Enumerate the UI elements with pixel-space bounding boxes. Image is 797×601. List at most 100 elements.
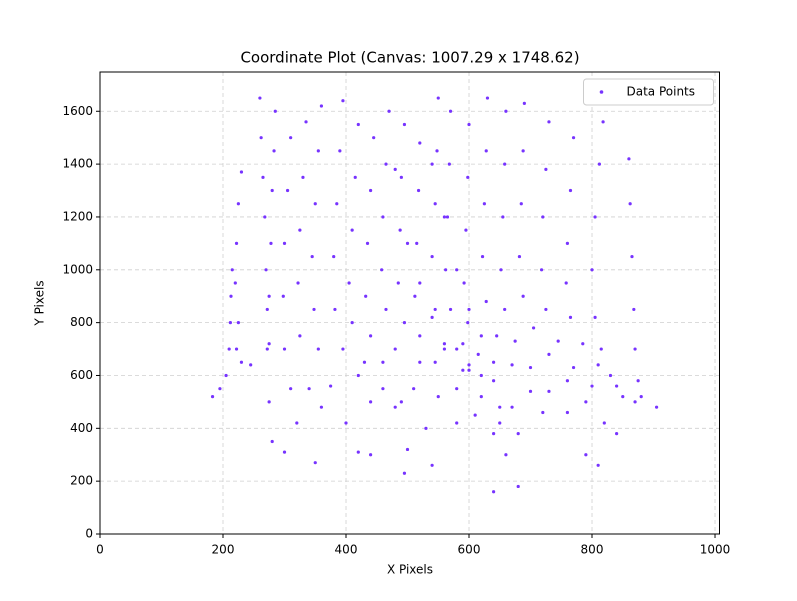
data-point: [433, 360, 437, 364]
data-point: [479, 334, 483, 338]
x-tick-label: 200: [212, 543, 235, 557]
data-point: [341, 347, 345, 351]
data-point: [504, 453, 508, 457]
y-tick-label: 600: [70, 368, 93, 382]
data-point: [654, 405, 659, 409]
data-point: [296, 281, 300, 285]
data-point: [516, 484, 520, 489]
data-point: [272, 149, 276, 153]
data-point: [298, 334, 302, 338]
data-point: [393, 405, 397, 409]
data-point: [467, 122, 471, 127]
data-point: [289, 136, 293, 140]
data-point: [482, 202, 486, 206]
data-point: [571, 136, 576, 140]
data-point: [597, 162, 601, 166]
data-point: [230, 268, 234, 272]
data-point: [541, 410, 545, 415]
data-point: [258, 96, 262, 100]
data-point: [402, 122, 407, 127]
data-point: [593, 215, 597, 219]
data-point: [596, 463, 600, 467]
data-point: [430, 162, 434, 166]
data-point: [621, 395, 625, 399]
data-point: [365, 241, 370, 245]
data-point: [289, 387, 293, 391]
y-tick-label: 1400: [62, 157, 93, 171]
data-point: [436, 395, 440, 399]
data-point: [350, 321, 354, 325]
data-point: [564, 281, 568, 285]
data-point: [442, 215, 447, 219]
data-point: [492, 432, 496, 436]
data-point: [267, 342, 271, 346]
data-point: [433, 307, 437, 312]
data-point: [516, 432, 520, 436]
data-point: [239, 170, 244, 174]
data-point: [393, 167, 397, 171]
data-point: [372, 136, 376, 140]
data-point: [596, 363, 600, 367]
data-point: [402, 471, 407, 475]
data-point: [593, 315, 597, 319]
data-point: [565, 379, 570, 383]
data-point: [455, 421, 459, 425]
data-point: [584, 400, 588, 404]
data-point: [485, 96, 490, 100]
data-point: [602, 421, 606, 425]
data-point: [521, 149, 525, 153]
data-point: [492, 379, 496, 383]
data-point: [227, 347, 231, 351]
data-point: [353, 175, 357, 179]
data-point: [447, 162, 451, 166]
data-point: [338, 149, 342, 153]
data-point: [295, 421, 299, 425]
data-point: [249, 363, 253, 367]
data-point: [399, 400, 403, 404]
data-point: [531, 326, 536, 330]
data-point: [285, 188, 290, 193]
data-point: [418, 281, 422, 285]
x-axis-label: X Pixels: [387, 563, 433, 577]
y-tick-label: 800: [70, 315, 93, 329]
data-point: [234, 241, 239, 245]
data-point: [316, 149, 320, 153]
data-point: [281, 294, 285, 298]
data-point: [504, 109, 508, 113]
data-point: [480, 254, 485, 259]
data-point: [430, 463, 434, 467]
data-point: [565, 410, 570, 415]
data-point: [433, 202, 437, 206]
data-point: [344, 421, 348, 425]
data-point: [418, 360, 422, 364]
data-point: [633, 347, 637, 351]
data-point: [473, 413, 477, 417]
data-point: [632, 307, 636, 312]
data-point: [615, 384, 619, 388]
data-point: [492, 360, 496, 364]
data-point: [418, 141, 422, 145]
data-point: [329, 384, 333, 388]
data-point: [492, 490, 496, 494]
data-point: [547, 352, 551, 356]
data-point: [628, 202, 632, 206]
data-point: [565, 241, 570, 245]
data-point: [402, 321, 407, 325]
data-point: [519, 202, 523, 206]
data-point: [381, 360, 385, 364]
data-point: [608, 373, 613, 378]
chart-title: Coordinate Plot (Canvas: 1007.29 x 1748.…: [240, 49, 579, 67]
y-tick-label: 1600: [62, 104, 93, 118]
y-tick-label: 200: [70, 474, 93, 488]
data-point: [539, 268, 544, 272]
data-point: [229, 294, 233, 298]
data-point: [466, 321, 470, 325]
data-point: [510, 363, 514, 367]
data-point: [430, 254, 434, 259]
data-point: [236, 321, 240, 325]
x-tick-label: 600: [458, 543, 481, 557]
data-point: [503, 307, 507, 312]
data-point: [228, 321, 232, 325]
data-point: [312, 307, 316, 312]
